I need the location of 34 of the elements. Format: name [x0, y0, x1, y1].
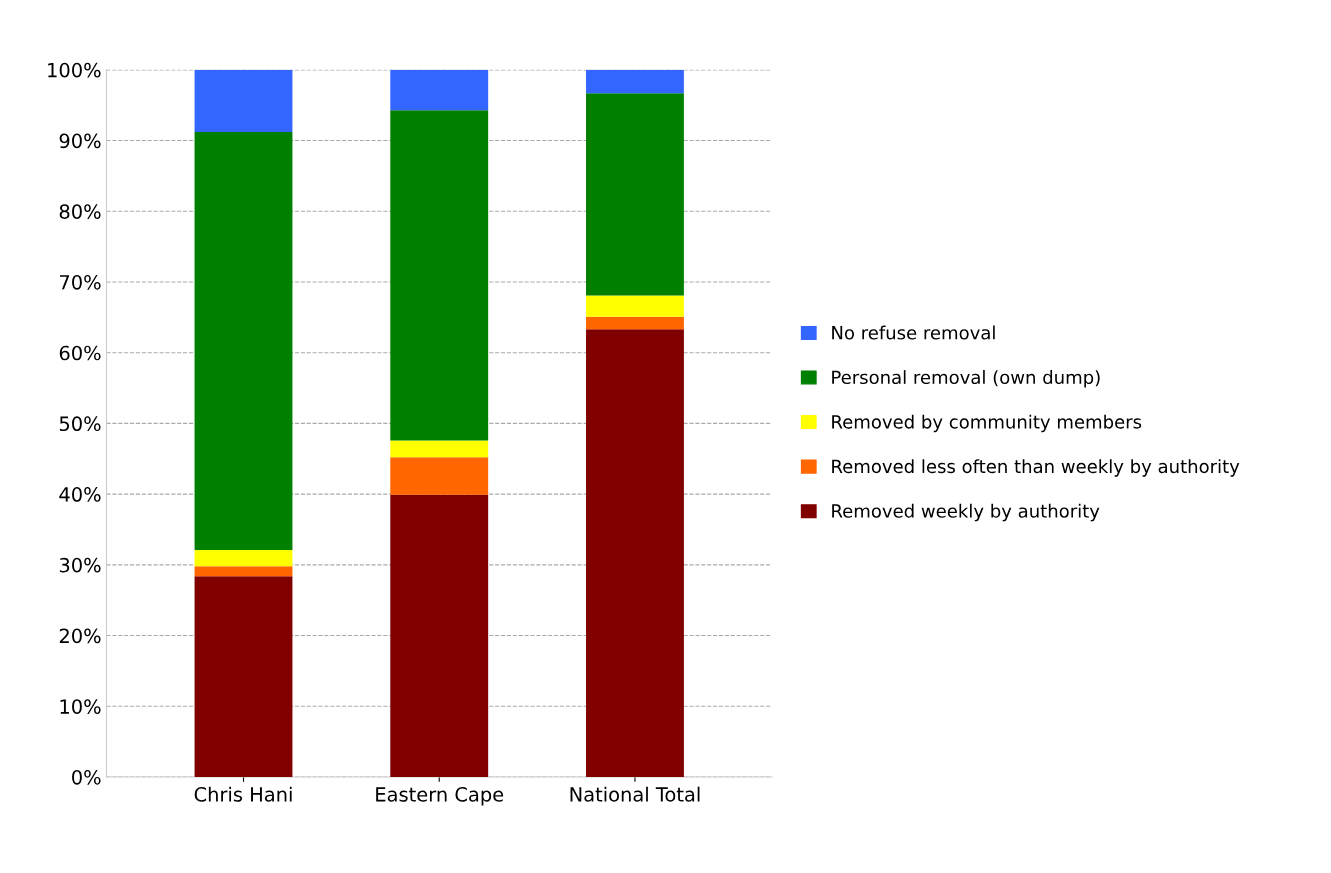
y-tick-label: 20%	[59, 628, 101, 644]
bar	[390, 110, 489, 441]
legend-label: Removed weekly by authority	[832, 503, 1100, 522]
bar	[390, 457, 489, 495]
bar	[586, 316, 684, 330]
bar	[586, 295, 684, 317]
y-tick-label: 90%	[59, 133, 101, 149]
bar	[194, 576, 293, 777]
y-tick-label: 40%	[59, 487, 101, 502]
x-tick-label: National Total	[570, 786, 700, 802]
y-tick-label: 30%	[59, 557, 101, 573]
bar	[390, 440, 489, 458]
legend-label: No refuse removal	[832, 325, 995, 340]
legend-label: Removed by community members	[832, 414, 1142, 433]
y-tick-label: 50%	[59, 416, 101, 432]
bar	[390, 494, 489, 777]
y-tick-label: 100%	[48, 62, 101, 78]
bar	[194, 132, 293, 550]
legend-label: Removed less often than weekly by authority	[832, 459, 1240, 477]
y-tick-label: 10%	[60, 699, 101, 714]
legend-label: Personal removal (own dump)	[832, 370, 1100, 388]
bar	[194, 69, 293, 133]
bar	[390, 69, 489, 111]
bar	[194, 566, 293, 577]
y-tick-label: 70%	[60, 274, 101, 290]
x-tick-label: Eastern Cape	[376, 787, 504, 806]
y-tick-label: 80%	[59, 204, 101, 219]
x-tick-label: Chris Hani	[194, 786, 292, 802]
y-tick-label: 0%	[72, 769, 101, 785]
y-tick-label: 60%	[59, 345, 101, 361]
bar	[194, 549, 293, 567]
bar	[586, 93, 684, 296]
bar	[586, 329, 684, 777]
bar	[586, 69, 684, 94]
